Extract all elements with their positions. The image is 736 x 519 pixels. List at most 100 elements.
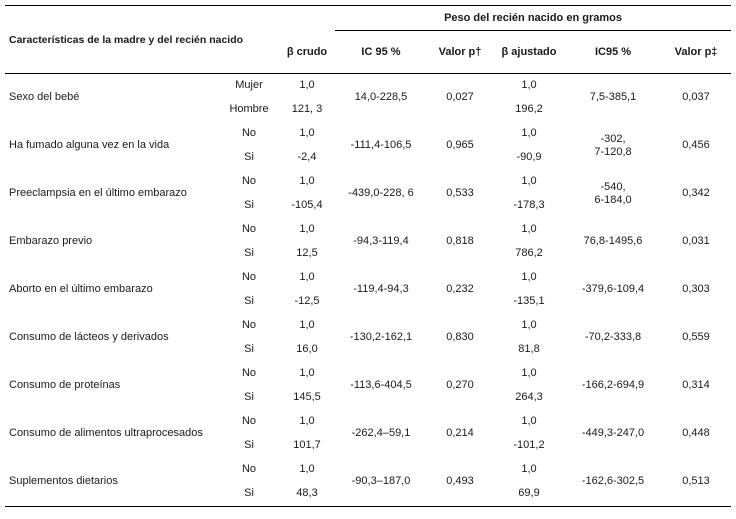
ic95-crudo-cell: 14,0-228,5 <box>354 91 408 104</box>
table-row: Si 145,5 264,3 <box>5 386 731 410</box>
valor-p-crudo-cell: 0,493 <box>446 475 474 488</box>
beta-ajustado-cell: 1,0 <box>521 127 537 140</box>
table-row: Consumo de alimentos ultraprocesados No 1,… <box>5 410 731 439</box>
beta-crudo-cell: 1,0 <box>299 79 315 92</box>
beta-ajustado-cell: 264,3 <box>515 391 543 404</box>
beta-ajustado-cell: 1,0 <box>521 367 537 380</box>
beta-ajustado-cell: 1,0 <box>521 415 537 428</box>
valor-p-crudo-cell: 0,818 <box>446 235 474 248</box>
beta-crudo-cell: 48,3 <box>296 487 318 500</box>
table-row: Si 48,3 69,9 <box>5 482 731 507</box>
valor-p-crudo-cell: 0,965 <box>446 139 474 152</box>
level-cell: No <box>241 367 257 380</box>
level-cell: Si <box>244 295 254 308</box>
beta-ajustado-cell: -101,2 <box>513 439 545 452</box>
level-cell: No <box>241 175 257 188</box>
beta-ajustado-cell: 786,2 <box>515 247 543 260</box>
valor-p-ajustado-cell: 0,314 <box>682 379 710 392</box>
characteristic-name: Aborto en el último embarazo <box>9 283 153 296</box>
beta-crudo-cell: 1,0 <box>299 223 315 236</box>
valor-p-ajustado-cell: 0,037 <box>682 91 710 104</box>
table-header: Características de la madre y del recién… <box>5 5 732 74</box>
col-header-beta-crudo: β crudo <box>279 30 335 74</box>
col-header-beta-ajustado: β ajustado <box>493 30 565 74</box>
level-cell: No <box>241 127 257 140</box>
table-row: Consumo de proteínas No 1,0 -113,6-404,5 0,2… <box>5 362 731 391</box>
table-row: Si -12,5 -135,1 <box>5 290 731 314</box>
results-table: Características de la madre y del recién… <box>5 5 732 507</box>
characteristic-name: Preeclampsia en el último embarazo <box>9 187 187 200</box>
beta-ajustado-cell: 1,0 <box>521 79 537 92</box>
table-row: Si -105,4 -178,3 <box>5 194 731 218</box>
level-cell: No <box>241 415 257 428</box>
ic95-ajustado-cell: -540, 6-184,0 <box>594 180 632 206</box>
ic95-ajustado-cell: -166,2-694,9 <box>581 379 645 392</box>
beta-ajustado-cell: 1,0 <box>521 175 537 188</box>
beta-crudo-cell: 1,0 <box>299 463 315 476</box>
beta-ajustado-cell: 1,0 <box>521 463 537 476</box>
characteristic-name: Consumo de alimentos ultraprocesados <box>9 427 203 440</box>
col-header-ic95-crudo: IC 95 % <box>335 30 427 74</box>
valor-p-ajustado-cell: 0,456 <box>682 139 710 152</box>
valor-p-ajustado-cell: 0,559 <box>682 331 710 344</box>
level-cell: Si <box>244 487 254 500</box>
ic95-crudo-cell: -94,3-119,4 <box>353 235 409 248</box>
valor-p-crudo-cell: 0,027 <box>446 91 474 104</box>
valor-p-ajustado-cell: 0,513 <box>682 475 710 488</box>
level-cell: Si <box>244 391 254 404</box>
characteristic-name: Embarazo previo <box>9 235 93 248</box>
beta-crudo-cell: -2,4 <box>297 151 317 164</box>
table-row: Si -2,4 -90,9 <box>5 146 731 170</box>
valor-p-ajustado-cell: 0,031 <box>682 235 710 248</box>
col-header-ic95-ajustado: IC95 % <box>565 30 661 74</box>
beta-ajustado-cell: -135,1 <box>513 295 545 308</box>
table-row: Si 101,7 -101,2 <box>5 434 731 458</box>
valor-p-ajustado-cell: 0,448 <box>682 427 710 440</box>
ic95-ajustado-cell: 7,5-385,1 <box>589 91 637 104</box>
beta-crudo-cell: 1,0 <box>299 271 315 284</box>
beta-crudo-cell: 1,0 <box>299 415 315 428</box>
corner-header: Características de la madre y del recién… <box>5 5 279 74</box>
col-header-valor-p-ajustado: Valor p‡ <box>661 30 732 74</box>
beta-ajustado-cell: 1,0 <box>521 223 537 236</box>
characteristic-name: Suplementos dietarios <box>9 475 118 488</box>
ic95-ajustado-cell: -302, 7-120,8 <box>594 132 632 158</box>
beta-crudo-cell: 121, 3 <box>291 103 323 116</box>
table-row: Ha fumado alguna vez en la vida No 1,0 -111… <box>5 122 731 158</box>
level-cell: Hombre <box>229 103 269 116</box>
table-row: Aborto en el último embarazo No 1,0 -119,4-… <box>5 266 731 295</box>
ic95-ajustado-cell: 76,8-1495,6 <box>583 235 643 248</box>
ic95-ajustado-cell: -162,6-302,5 <box>581 475 645 488</box>
beta-crudo-cell: 12,5 <box>296 247 318 260</box>
beta-ajustado-cell: 196,2 <box>515 103 543 116</box>
table-row: Consumo de lácteos y derivados No 1,0 -130,… <box>5 314 731 343</box>
ic95-crudo-cell: -90,3–187,0 <box>351 475 411 488</box>
table-body: Sexo del bebé Mujer 1,0 14,0-228,5 0,027 1,0 7… <box>5 74 731 507</box>
ic95-crudo-cell: -111,4-106,5 <box>350 139 412 152</box>
empty-header-cell <box>279 6 335 31</box>
level-cell: Si <box>244 151 254 164</box>
level-cell: Si <box>244 199 254 212</box>
col-header-valor-p-crudo: Valor p† <box>427 30 493 74</box>
table-row: Si 16,0 81,8 <box>5 338 731 362</box>
characteristic-name: Ha fumado alguna vez en la vida <box>9 139 170 152</box>
table-row: Suplementos dietarios No 1,0 -90,3–187,0 0,4… <box>5 458 731 487</box>
beta-crudo-cell: 145,5 <box>293 391 321 404</box>
beta-crudo-cell: 1,0 <box>299 175 315 188</box>
beta-ajustado-cell: 81,8 <box>518 343 540 356</box>
span-header: Peso del recién nacido en gramos <box>335 5 732 31</box>
valor-p-ajustado-cell: 0,342 <box>682 187 710 200</box>
beta-crudo-cell: 101,7 <box>293 439 321 452</box>
ic95-crudo-cell: -119,4-94,3 <box>353 283 409 296</box>
ic95-crudo-cell: -113,6-404,5 <box>350 379 412 392</box>
beta-crudo-cell: 1,0 <box>299 319 315 332</box>
ic95-ajustado-cell: -449,3-247,0 <box>581 427 645 440</box>
page: Características de la madre y del recién… <box>5 5 732 507</box>
table-row: Sexo del bebé Mujer 1,0 14,0-228,5 0,027 1,0 7… <box>5 74 731 103</box>
beta-ajustado-cell: 69,9 <box>518 487 540 500</box>
beta-crudo-cell: -12,5 <box>294 295 320 308</box>
beta-ajustado-cell: 1,0 <box>521 319 537 332</box>
beta-ajustado-cell: -90,9 <box>516 151 542 164</box>
level-cell: Si <box>244 439 254 452</box>
table-row: Si 12,5 786,2 <box>5 242 731 266</box>
